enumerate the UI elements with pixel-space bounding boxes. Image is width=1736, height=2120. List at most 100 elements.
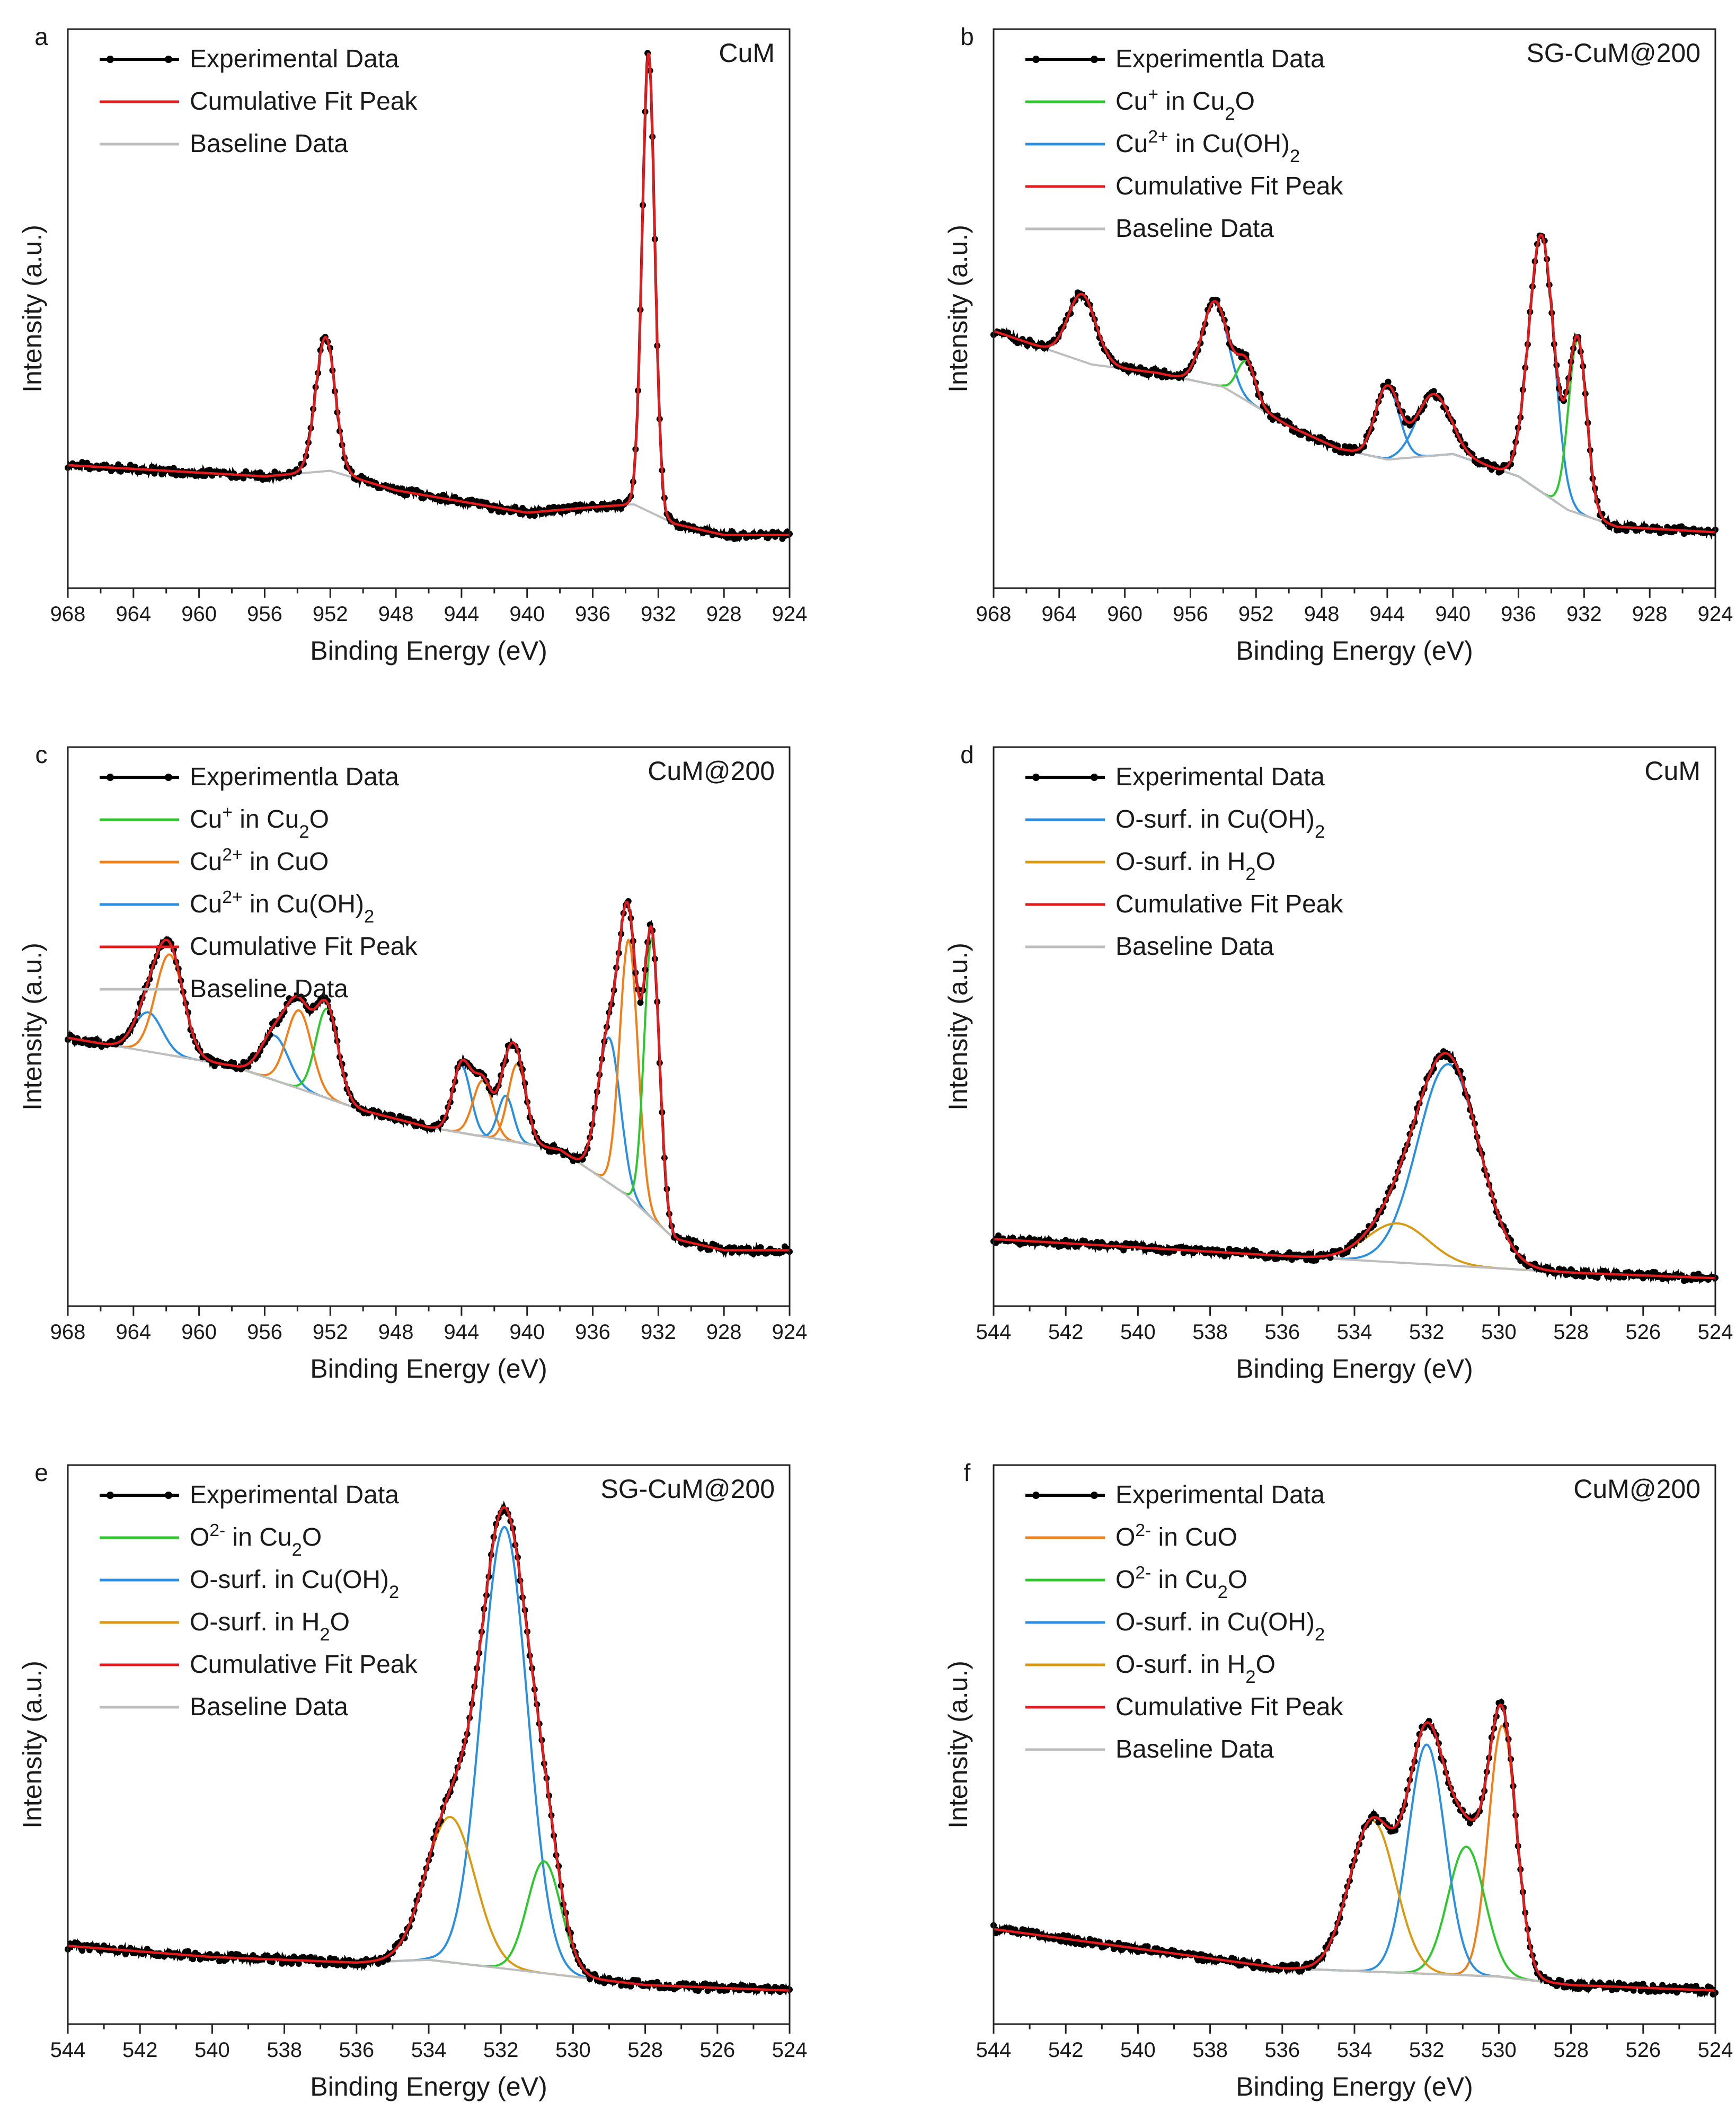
experimental-points [65, 50, 793, 542]
experimental-line [67, 1501, 791, 1997]
experimental-point [702, 1980, 709, 1987]
legend-label-cu2_oh: Cu2+ in Cu(OH)2 [190, 888, 374, 927]
plot-frame [993, 746, 1716, 1307]
experimental-point [115, 461, 122, 468]
y-axis-label: Intensity (a.u.) [943, 1661, 973, 1829]
x-tick-label: 526 [1625, 2038, 1661, 2062]
experimental-point [1120, 1247, 1127, 1254]
component-cu_plus-4 [243, 1007, 411, 1124]
legend-marker [1032, 1492, 1040, 1499]
legend-marker [165, 774, 172, 781]
x-tick-label: 530 [555, 2038, 591, 2062]
experimental-point [257, 469, 264, 476]
legend-label-baseline: Baseline Data [190, 975, 348, 1003]
x-tick-label: 944 [444, 1320, 480, 1344]
x-tick-label: 542 [1048, 2038, 1084, 2062]
experimental-point [264, 1952, 271, 1959]
y-axis-label: Intensity (a.u.) [17, 943, 47, 1111]
experimental-point [288, 1960, 295, 1967]
x-tick-label: 936 [575, 602, 610, 626]
x-tick-label: 536 [339, 2038, 374, 2062]
panel-e: 544 542 540 538 536 534 532 530 528 526 524 Binding… [17, 1459, 807, 2101]
experimental-point [769, 528, 776, 535]
experimental-point [93, 1036, 100, 1043]
legend-label-o2_cu2o: O2- in Cu2O [1115, 1563, 1247, 1603]
experimental-point [1339, 449, 1346, 456]
x-tick-label: 524 [772, 2038, 808, 2062]
experimental-point [1062, 1237, 1069, 1244]
x-tick-label: 960 [181, 1320, 217, 1344]
panel-letter: a [34, 23, 48, 50]
y-axis-label: Intensity (a.u.) [943, 225, 973, 393]
x-tick-label: 536 [1264, 2038, 1300, 2062]
x-tick-label: 542 [122, 2038, 158, 2062]
experimental-point [1640, 1981, 1646, 1988]
experimental-point [201, 473, 208, 480]
experimental-point [1289, 1256, 1295, 1263]
x-tick-label: 534 [411, 2038, 447, 2062]
experimental-point [1200, 1958, 1206, 1964]
sample-label: CuM [719, 38, 775, 68]
panel-b: 968 964 960 956 952 948 944 940 936 932 928 924 Bind… [943, 23, 1733, 666]
experimental-point [1038, 340, 1045, 347]
cumulative-fit-line [993, 233, 1716, 534]
experimental-point [1033, 1928, 1040, 1935]
experimental-point [1630, 1987, 1637, 1994]
experimental-point [1118, 1947, 1124, 1953]
experimental-point [190, 1956, 197, 1963]
experimental-point [341, 1963, 348, 1969]
experimental-line [993, 234, 1717, 540]
legend-label-cu2_cuo: Cu2+ in CuO [190, 845, 329, 876]
legend-marker [107, 56, 114, 63]
x-tick-label: 952 [313, 602, 348, 626]
panel-d: 544 542 540 538 536 534 532 530 528 526 524 Binding… [943, 741, 1733, 1383]
x-axis-label: Binding Energy (eV) [310, 1354, 547, 1383]
experimental-point [1094, 1239, 1101, 1245]
experimental-point [1385, 378, 1392, 385]
cumulative-fit-line [993, 1052, 1716, 1280]
x-axis-label: Binding Energy (eV) [310, 636, 547, 666]
legend-label-cu_plus: Cu+ in Cu2O [1115, 85, 1255, 125]
legend-marker [165, 56, 172, 63]
panel-letter: f [964, 1459, 971, 1486]
x-tick-label: 538 [267, 2038, 302, 2062]
x-tick-label: 960 [181, 602, 217, 626]
experimental-point [1016, 1241, 1023, 1248]
experimental-point [250, 1952, 256, 1959]
x-tick-label: 528 [1553, 2038, 1589, 2062]
x-tick-label: 928 [706, 602, 742, 626]
x-tick-label: 530 [1481, 2038, 1517, 2062]
x-tick-label: 924 [772, 602, 808, 626]
legend-label-baseline: Baseline Data [1115, 1735, 1274, 1763]
x-tick-label: 536 [1264, 1320, 1300, 1344]
experimental-point [1575, 1985, 1582, 1992]
experimental-point [1194, 1957, 1201, 1964]
legend: Experimental Data Cumulative Fit Peak Base… [100, 45, 418, 158]
x-tick-label: 534 [1337, 1320, 1372, 1344]
x-tick-label: 948 [1304, 602, 1340, 626]
experimental-point [1144, 1943, 1151, 1950]
x-tick-label: 948 [378, 602, 414, 626]
baseline-line [67, 1036, 790, 1252]
x-tick-label: 540 [194, 2038, 230, 2062]
experimental-point [1567, 1266, 1574, 1273]
x-tick-label: 960 [1107, 602, 1142, 626]
legend-marker [1091, 1492, 1098, 1499]
component-cu2_oh-3 [1298, 386, 1477, 463]
x-axis-label: Binding Energy (eV) [1236, 636, 1473, 666]
x-tick-label: 530 [1481, 1320, 1517, 1344]
x-tick-label: 928 [1632, 602, 1668, 626]
experimental-point [1294, 1961, 1300, 1968]
plot-frame [67, 28, 791, 589]
legend-label-osurf_h2o: O-surf. in H2O [190, 1608, 350, 1645]
x-tick-label: 948 [378, 1320, 414, 1344]
legend-label-fit: Cumulative Fit Peak [1115, 1693, 1343, 1721]
experimental-point [1158, 374, 1165, 380]
sample-label: CuM [1644, 756, 1700, 786]
experimental-point [704, 1988, 711, 1994]
cumulative-fit-line [993, 1703, 1716, 1992]
plot-frame [67, 1464, 791, 2025]
x-axis-label: Binding Energy (eV) [310, 2072, 547, 2101]
experimental-point [1647, 1988, 1654, 1995]
experimental-point [551, 1142, 557, 1149]
